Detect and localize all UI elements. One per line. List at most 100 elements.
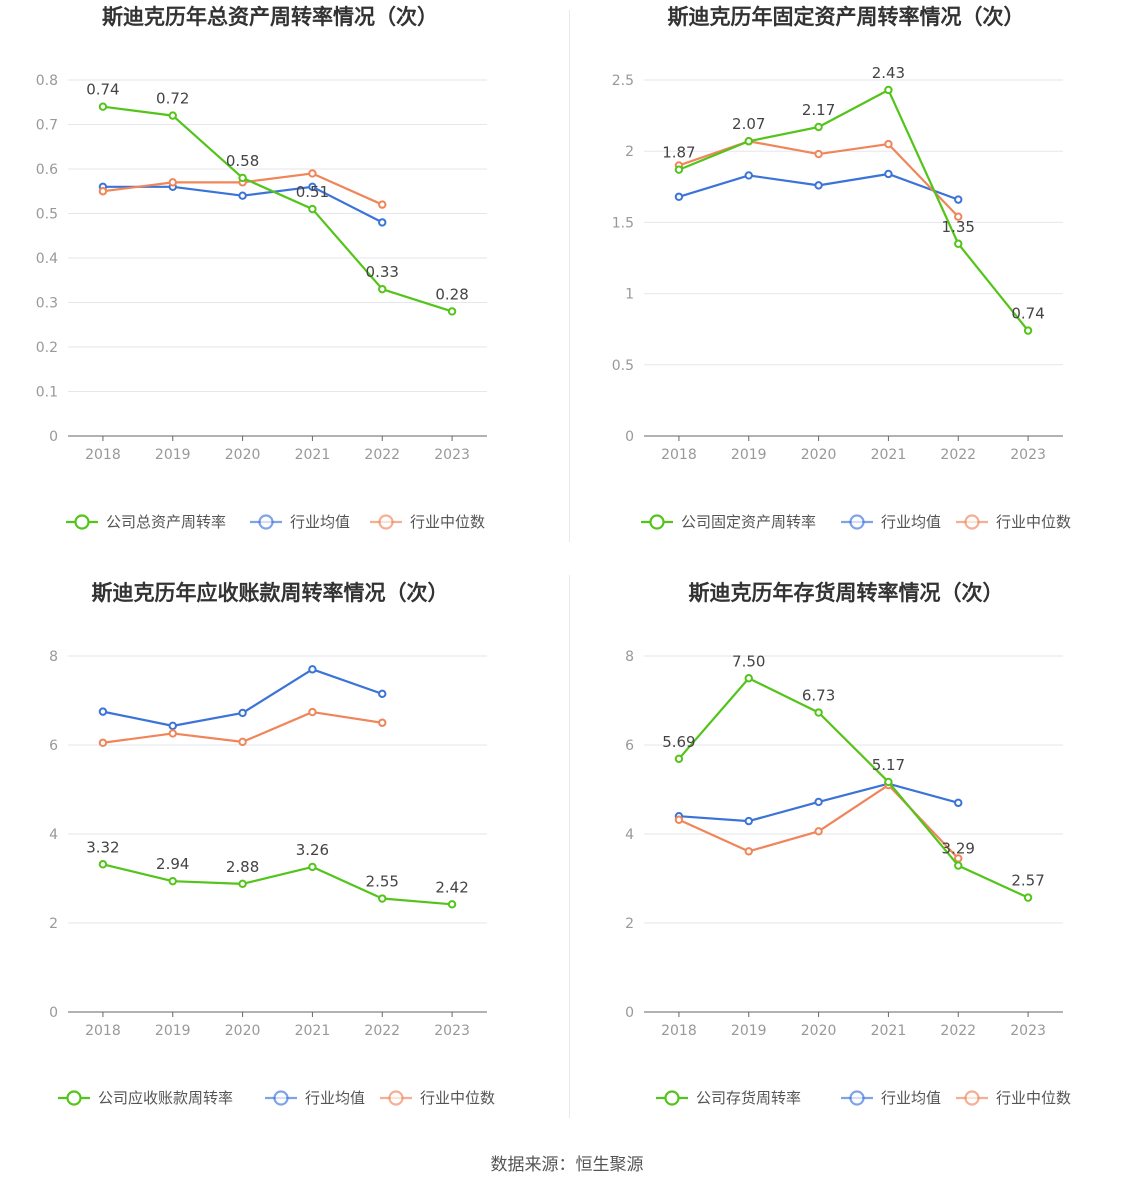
y-tick-label: 0 bbox=[625, 1005, 634, 1021]
legend-marker bbox=[66, 1090, 82, 1106]
data-label: 3.32 bbox=[86, 838, 119, 856]
x-tick-label: 2019 bbox=[155, 1023, 191, 1039]
y-tick-label: 0.5 bbox=[612, 358, 634, 374]
y-tick-label: 0 bbox=[49, 429, 58, 445]
legend-label: 公司固定资产周转率 bbox=[681, 513, 816, 531]
x-tick-label: 2019 bbox=[155, 447, 191, 463]
chart-title: 斯迪克历年存货周转率情况（次） bbox=[689, 581, 1004, 605]
y-tick-label: 0.1 bbox=[36, 385, 58, 401]
data-point-company bbox=[954, 861, 963, 870]
data-point-company bbox=[954, 239, 963, 248]
y-tick-label: 0.7 bbox=[36, 118, 58, 134]
data-point-average bbox=[378, 689, 387, 699]
y-tick-label: 0.3 bbox=[36, 296, 58, 312]
data-point-median bbox=[238, 737, 247, 747]
legend-label: 公司应收账款周转率 bbox=[98, 1089, 233, 1107]
data-label: 6.73 bbox=[802, 687, 835, 705]
legend-item-company: 公司固定资产周转率 bbox=[641, 513, 816, 531]
legend-label: 行业均值 bbox=[881, 1089, 941, 1107]
legend-item-average: 行业均值 bbox=[841, 1089, 941, 1107]
data-point-company bbox=[447, 307, 457, 316]
data-point-company bbox=[674, 754, 684, 763]
legend-label: 行业中位数 bbox=[410, 513, 485, 531]
data-point-company bbox=[447, 900, 457, 909]
legend-item-company: 公司存货周转率 bbox=[656, 1089, 801, 1107]
chart-title: 斯迪克历年应收账款周转率情况（次） bbox=[92, 581, 449, 605]
legend-marker bbox=[74, 514, 90, 530]
series-line-company bbox=[678, 677, 1029, 899]
y-tick-label: 2 bbox=[625, 916, 634, 932]
data-point-median bbox=[378, 200, 387, 209]
x-tick-label: 2020 bbox=[801, 447, 837, 463]
data-point-company bbox=[884, 777, 893, 787]
legend-label: 行业均值 bbox=[290, 513, 350, 531]
data-label: 3.29 bbox=[942, 840, 975, 858]
legend-label: 行业中位数 bbox=[996, 1089, 1071, 1107]
legend-item-median: 行业中位数 bbox=[956, 1089, 1071, 1107]
legend-item-company: 公司总资产周转率 bbox=[66, 513, 226, 531]
data-point-median bbox=[814, 149, 823, 159]
data-point-company bbox=[744, 674, 753, 683]
x-tick-label: 2018 bbox=[85, 447, 121, 463]
data-point-company bbox=[884, 85, 893, 95]
y-tick-label: 8 bbox=[625, 649, 634, 665]
x-tick-label: 2022 bbox=[364, 447, 400, 463]
data-point-average bbox=[308, 665, 317, 674]
x-tick-label: 2018 bbox=[85, 1023, 121, 1039]
data-label: 0.74 bbox=[1011, 305, 1044, 323]
data-point-average bbox=[954, 798, 963, 808]
data-label: 2.88 bbox=[226, 858, 259, 876]
y-tick-label: 6 bbox=[625, 738, 634, 754]
y-tick-label: 2.5 bbox=[612, 73, 634, 89]
data-point-median bbox=[744, 847, 753, 856]
data-point-average bbox=[814, 797, 823, 807]
data-label: 1.87 bbox=[662, 144, 695, 162]
data-point-company bbox=[308, 204, 317, 214]
series-line-median bbox=[678, 783, 960, 860]
data-point-company bbox=[168, 111, 177, 120]
data-point-average bbox=[814, 181, 823, 190]
x-tick-label: 2023 bbox=[1010, 1023, 1046, 1039]
data-point-company bbox=[1023, 893, 1033, 902]
data-source-footer: 数据来源：恒生聚源 bbox=[490, 1155, 644, 1175]
y-tick-label: 0 bbox=[625, 429, 634, 445]
chart-svg: 斯迪克历年存货周转率情况（次） 0 2 4 6 8 2018 2019 2020 2021 2022… bbox=[625, 581, 1071, 1107]
y-tick-label: 0 bbox=[49, 1005, 58, 1021]
y-tick-label: 8 bbox=[49, 649, 58, 665]
data-point-median bbox=[308, 707, 317, 717]
legend-label: 公司总资产周转率 bbox=[106, 513, 226, 531]
x-tick-label: 2020 bbox=[225, 1023, 261, 1039]
chart-title: 斯迪克历年总资产周转率情况（次） bbox=[102, 5, 438, 29]
data-point-company bbox=[168, 876, 177, 886]
data-label: 2.55 bbox=[366, 873, 399, 891]
x-tick-label: 2019 bbox=[731, 447, 767, 463]
x-tick-label: 2023 bbox=[434, 1023, 470, 1039]
y-tick-label: 0.4 bbox=[36, 251, 58, 267]
data-point-company bbox=[238, 173, 247, 183]
data-point-average bbox=[168, 721, 177, 731]
data-point-company bbox=[674, 165, 684, 174]
x-tick-label: 2020 bbox=[225, 447, 261, 463]
legend-marker bbox=[273, 1090, 289, 1106]
legend-label: 行业均值 bbox=[305, 1089, 365, 1107]
data-point-median bbox=[308, 169, 317, 178]
data-point-median bbox=[168, 729, 177, 738]
legend-item-median: 行业中位数 bbox=[370, 513, 485, 531]
data-label: 1.35 bbox=[942, 218, 975, 236]
y-tick-label: 2 bbox=[625, 144, 634, 160]
data-label: 0.28 bbox=[435, 285, 468, 303]
x-tick-label: 2022 bbox=[364, 1023, 400, 1039]
data-point-average bbox=[744, 816, 753, 826]
data-point-average bbox=[308, 182, 317, 192]
legend-label: 公司存货周转率 bbox=[696, 1089, 801, 1107]
data-label: 2.07 bbox=[732, 115, 765, 133]
data-label: 7.50 bbox=[732, 652, 765, 670]
legend-label: 行业均值 bbox=[881, 513, 941, 531]
data-point-average bbox=[744, 171, 753, 180]
x-tick-label: 2019 bbox=[731, 1023, 767, 1039]
legend-marker bbox=[664, 1090, 680, 1106]
legend-marker bbox=[849, 514, 865, 530]
series-line-company bbox=[678, 88, 1029, 332]
data-point-average bbox=[378, 218, 387, 227]
data-label: 0.74 bbox=[86, 81, 119, 99]
